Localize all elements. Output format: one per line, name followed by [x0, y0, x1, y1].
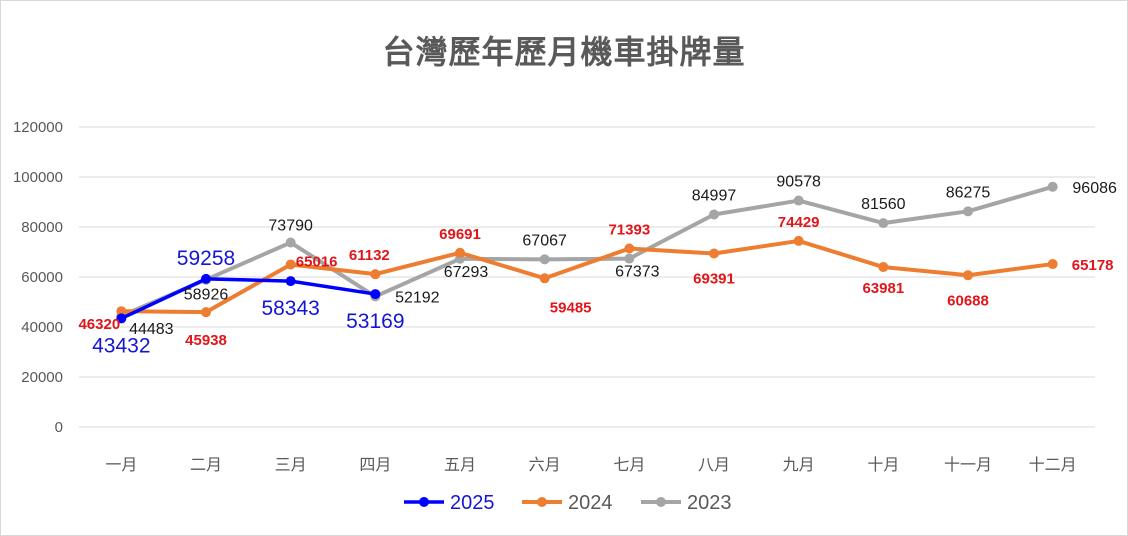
- y-tick-label: 0: [55, 419, 63, 436]
- point-2024: [539, 273, 550, 284]
- legend-item-2024: 2024: [522, 492, 613, 514]
- series-line-2024: [119, 238, 1055, 315]
- data-label-2023: 44483: [129, 321, 174, 338]
- series: [116, 181, 1058, 324]
- point-2023: [539, 254, 550, 265]
- x-tick-label: 十一月: [944, 455, 992, 474]
- data-label-2023: 67373: [615, 264, 660, 281]
- data-label-2024: 71393: [608, 222, 650, 239]
- legend-label: 2024: [568, 492, 613, 514]
- y-tick-label: 120000: [13, 119, 63, 136]
- y-tick-label: 80000: [21, 219, 63, 236]
- data-label-2023: 84997: [692, 188, 737, 205]
- data-label-2025: 43432: [92, 334, 150, 357]
- data-label-2024: 45938: [185, 332, 227, 349]
- point-2023: [878, 218, 889, 229]
- point-2024: [963, 270, 973, 281]
- legend-label: 2025: [450, 492, 495, 514]
- x-tick-label: 五月: [444, 455, 476, 474]
- data-label-2024: 60688: [947, 292, 989, 309]
- point-2024: [455, 247, 465, 258]
- data-label-2024: 65016: [296, 253, 338, 270]
- point-2024: [709, 248, 719, 259]
- point-2023: [624, 253, 635, 264]
- y-tick-label: 60000: [21, 269, 63, 286]
- data-label-2023: 58926: [184, 287, 229, 304]
- data-label-2024: 65178: [1072, 257, 1114, 274]
- data-label-2024: 69691: [439, 226, 481, 243]
- point-2024: [285, 259, 296, 270]
- data-label-2023: 96086: [1072, 180, 1117, 197]
- x-tick-label: 八月: [698, 455, 730, 474]
- point-2024: [624, 243, 635, 254]
- point-2023: [709, 209, 719, 220]
- data-label-2024: 69391: [693, 271, 735, 288]
- point-2023: [793, 195, 804, 206]
- point-2024: [370, 269, 381, 280]
- data-label-2023: 73790: [268, 218, 313, 235]
- x-tick-label: 九月: [783, 455, 815, 474]
- x-tick-label: 六月: [529, 455, 561, 474]
- data-label-2024: 61132: [349, 247, 390, 264]
- gridlines: [79, 126, 1095, 428]
- data-label-2024: 46320: [78, 316, 120, 333]
- series-line-2025: [119, 277, 378, 321]
- point-2024: [1047, 259, 1058, 270]
- legend: 2025 2024 2023: [404, 492, 732, 514]
- data-label-2025: 58343: [261, 297, 319, 320]
- point-2025: [370, 289, 381, 300]
- y-tick-label: 40000: [21, 319, 63, 336]
- point-2024: [201, 307, 211, 318]
- y-tick-label: 20000: [21, 369, 63, 386]
- series-line-2023: [119, 184, 1055, 318]
- legend-swatch-marker: [419, 497, 429, 507]
- data-label-2023: 67067: [522, 232, 567, 249]
- x-tick-label: 十月: [867, 455, 899, 474]
- data-label-2025: 53169: [346, 310, 404, 333]
- x-tick-label: 二月: [190, 455, 222, 474]
- legend-item-2025: 2025: [404, 492, 495, 514]
- x-axis: 一月 二月 三月 四月 五月 六月 七月 八月 九月 十月 十一月 十二月: [105, 455, 1076, 474]
- data-label-2023: 52192: [395, 290, 440, 307]
- chart-title: 台灣歷年歷月機車掛牌量: [382, 33, 746, 71]
- point-2023: [963, 206, 973, 217]
- point-2024: [878, 262, 889, 273]
- point-2025: [285, 276, 296, 287]
- point-2025: [116, 313, 127, 324]
- legend-swatch-marker: [537, 497, 547, 507]
- data-label-2025: 59258: [177, 247, 235, 270]
- y-tick-label: 100000: [13, 169, 63, 186]
- data-label-2023: 86275: [946, 184, 991, 201]
- x-tick-label: 十二月: [1029, 455, 1077, 474]
- legend-item-2023: 2023: [641, 492, 732, 514]
- data-label-2024: 59485: [550, 299, 592, 316]
- point-2024: [116, 306, 127, 317]
- data-label-2023: 81560: [861, 196, 906, 213]
- legend-swatch-marker: [656, 497, 666, 507]
- x-tick-label: 七月: [613, 455, 645, 474]
- legend-label: 2023: [687, 492, 732, 514]
- x-tick-label: 一月: [105, 455, 137, 474]
- data-label-2024: 63981: [862, 280, 904, 297]
- data-label-2023: 67293: [444, 264, 489, 281]
- x-tick-label: 四月: [359, 455, 391, 474]
- point-2023: [1047, 181, 1058, 192]
- y-axis: 0 20000 40000 60000 80000 100000 120000: [13, 119, 63, 436]
- point-2024: [793, 235, 804, 246]
- data-label-2024: 74429: [778, 214, 820, 231]
- point-2025: [201, 273, 211, 284]
- data-label-2023: 90578: [776, 174, 821, 191]
- point-2023: [285, 237, 296, 248]
- x-tick-label: 三月: [275, 455, 307, 474]
